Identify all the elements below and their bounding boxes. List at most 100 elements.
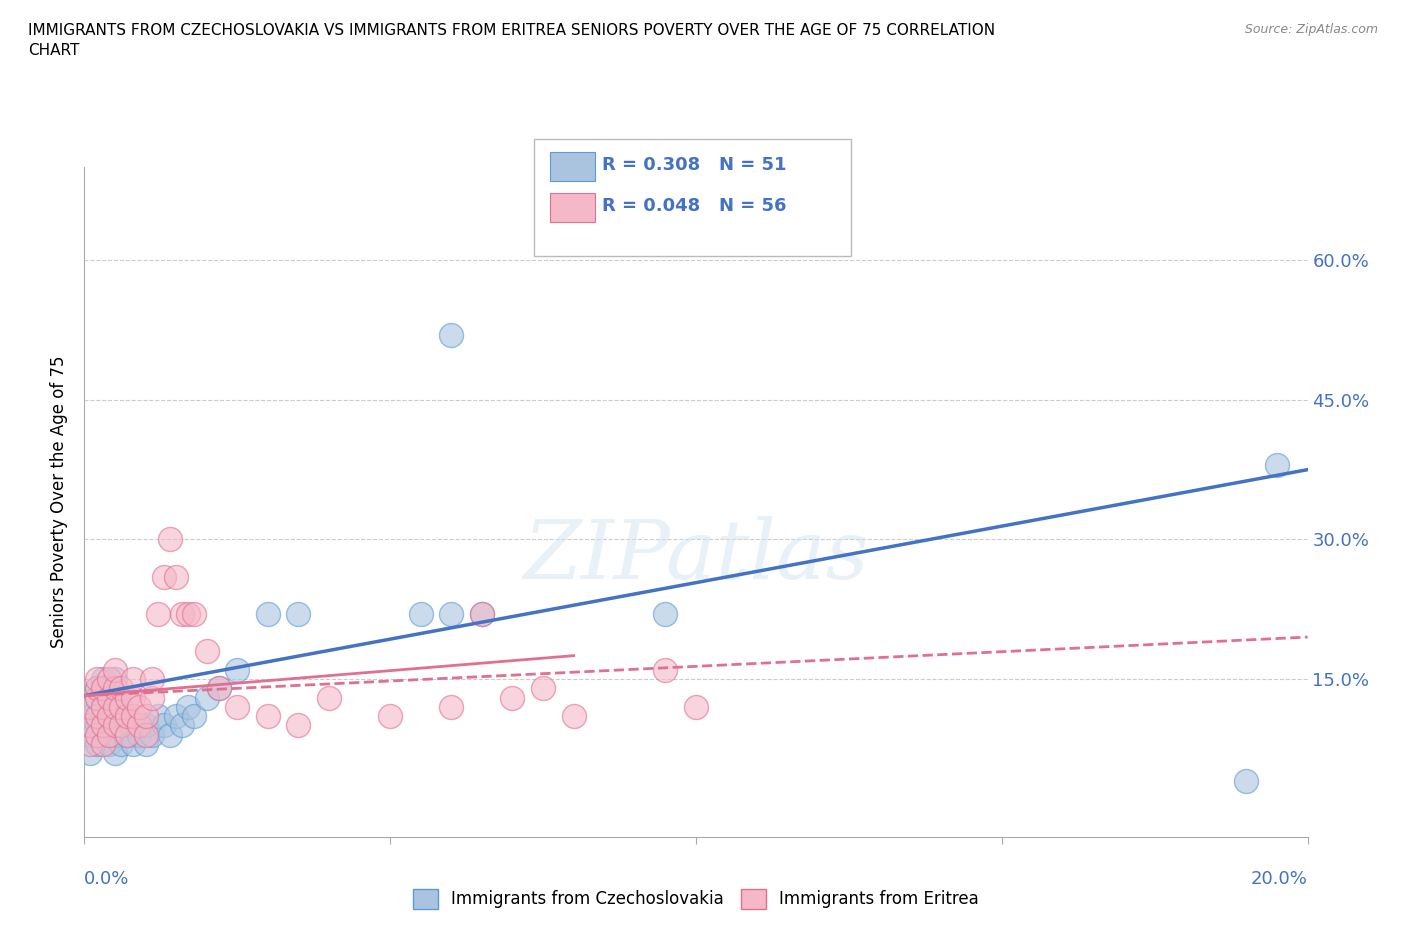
Point [110, 718, 132, 733]
Text: IMMIGRANTS FROM CZECHOSLOVAKIA VS IMMIGRANTS FROM ERITREA SENIORS POVERTY OVER T: IMMIGRANTS FROM CZECHOSLOVAKIA VS IMMIGR… [28, 23, 995, 58]
Point [159, 727, 181, 742]
Point [122, 671, 145, 686]
Point [86, 681, 108, 696]
Point [110, 681, 132, 696]
Point [165, 709, 187, 724]
Point [97, 718, 120, 733]
Point [172, 606, 194, 621]
Point [86, 718, 108, 733]
Point [91, 737, 114, 751]
Point [110, 699, 132, 714]
Point [122, 709, 145, 724]
Point [104, 746, 127, 761]
Point [153, 718, 176, 733]
Point [91, 690, 114, 705]
Point [159, 532, 181, 547]
Point [141, 671, 163, 686]
Point [208, 681, 231, 696]
Point [128, 727, 150, 742]
Point [257, 606, 280, 621]
Point [122, 690, 145, 705]
Text: 20.0%: 20.0% [1251, 870, 1308, 888]
Point [91, 718, 114, 733]
Point [409, 606, 432, 621]
Text: R = 0.048   N = 56: R = 0.048 N = 56 [602, 196, 786, 215]
Point [257, 709, 280, 724]
Point [226, 699, 249, 714]
Point [654, 662, 676, 677]
Point [471, 606, 494, 621]
Point [104, 671, 127, 686]
Point [91, 699, 114, 714]
Point [86, 681, 108, 696]
Point [165, 569, 187, 584]
Point [654, 606, 676, 621]
Point [79, 718, 101, 733]
Point [531, 681, 554, 696]
Text: R = 0.308   N = 51: R = 0.308 N = 51 [602, 155, 786, 174]
Point [287, 606, 309, 621]
Point [86, 737, 108, 751]
Point [104, 709, 127, 724]
Point [135, 718, 157, 733]
Point [440, 606, 463, 621]
Point [146, 606, 169, 621]
Point [97, 681, 120, 696]
Point [91, 681, 114, 696]
Point [122, 718, 145, 733]
Point [318, 690, 340, 705]
Point [110, 699, 132, 714]
Point [380, 709, 402, 724]
Point [440, 327, 463, 342]
Point [141, 727, 163, 742]
Point [153, 569, 176, 584]
Point [79, 727, 101, 742]
Point [97, 737, 120, 751]
Legend: Immigrants from Czechoslovakia, Immigrants from Eritrea: Immigrants from Czechoslovakia, Immigran… [406, 882, 986, 916]
Point [86, 727, 108, 742]
Point [562, 709, 585, 724]
Point [502, 690, 524, 705]
Point [177, 699, 200, 714]
Point [79, 699, 101, 714]
Point [115, 690, 138, 705]
Point [685, 699, 707, 714]
Point [183, 606, 205, 621]
Text: Source: ZipAtlas.com: Source: ZipAtlas.com [1244, 23, 1378, 36]
Point [115, 709, 138, 724]
Point [86, 690, 108, 705]
Point [110, 737, 132, 751]
Point [440, 699, 463, 714]
Point [183, 709, 205, 724]
Point [86, 671, 108, 686]
Point [115, 727, 138, 742]
Point [1265, 458, 1288, 472]
Point [177, 606, 200, 621]
Point [79, 709, 101, 724]
Point [91, 709, 114, 724]
Point [104, 690, 127, 705]
Y-axis label: Seniors Poverty Over the Age of 75: Seniors Poverty Over the Age of 75 [51, 356, 69, 648]
Point [97, 699, 120, 714]
Text: ZIPatlas: ZIPatlas [523, 516, 869, 596]
Point [104, 699, 127, 714]
Point [471, 606, 494, 621]
Point [135, 727, 157, 742]
Point [97, 671, 120, 686]
Point [104, 718, 127, 733]
Point [172, 718, 194, 733]
Point [79, 746, 101, 761]
Point [115, 727, 138, 742]
Point [91, 671, 114, 686]
Point [146, 709, 169, 724]
Point [128, 699, 150, 714]
Point [104, 681, 127, 696]
Point [79, 737, 101, 751]
Point [1236, 774, 1258, 789]
Point [97, 727, 120, 742]
Point [104, 727, 127, 742]
Point [104, 662, 127, 677]
Point [86, 699, 108, 714]
Point [86, 709, 108, 724]
Point [110, 718, 132, 733]
